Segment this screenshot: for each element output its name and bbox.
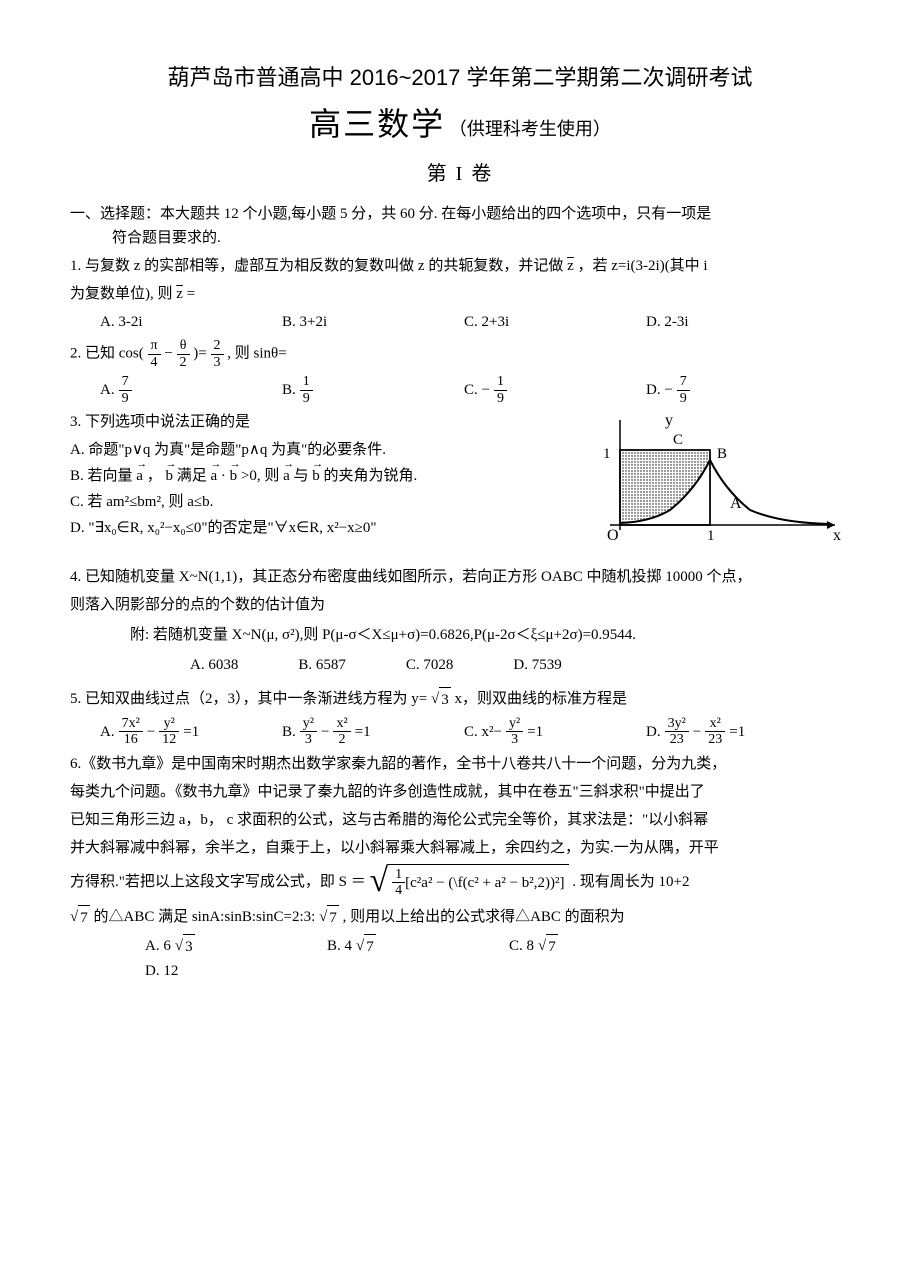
q4-options: A. 6038 B. 6587 C. 7028 D. 7539 xyxy=(190,653,850,677)
q1-zbar: z xyxy=(567,258,574,274)
q2-frac2: θ2 xyxy=(177,338,190,370)
q3-opt-d: D. "∃x₀∈R, x₀²−x₀≤0"的否定是"∀x∈R, x²−x≥0" xyxy=(70,516,850,540)
question-2: 2. 已知 cos( π4 − θ2 )= 23 , 则 sinθ= A. 79… xyxy=(70,338,850,406)
q5-post: x，则双曲线的标准方程是 xyxy=(454,691,627,707)
q2-minus: − xyxy=(164,346,172,362)
q1-opt-d: D. 2-3i xyxy=(646,310,828,334)
q5-opt-d: D. 3y²23 − x²23 =1 xyxy=(646,716,828,748)
q1-stem-a: 1. 与复数 z 的实部相等，虚部互为相反数的复数叫做 z 的共轭复数，并记做 xyxy=(70,258,567,274)
q5-options: A. 7x²16 − y²12 =1 B. y²3 − x²2 =1 C. x²… xyxy=(100,716,850,748)
q5-opt-b: B. y²3 − x²2 =1 xyxy=(282,716,464,748)
subject-main: 高三数学 xyxy=(309,106,445,142)
section-a-line2: 符合题目要求的. xyxy=(70,230,221,246)
question-3: 3. 下列选项中说法正确的是 A. 命题"p∨q 为真"是命题"p∧q 为真"的… xyxy=(70,410,850,540)
q2-opt-a: A. 79 xyxy=(100,374,282,406)
q4-opt-c: C. 7028 xyxy=(406,653,454,677)
question-6: 6.《数书九章》是中国南宋时期杰出数学家秦九韶的著作，全书十八卷共八十一个问题，… xyxy=(70,752,850,983)
q4-opt-b: B. 6587 xyxy=(298,653,346,677)
q4-stem2: 则落入阴影部分的点的个数的估计值为 xyxy=(70,593,850,617)
q6-opt-c: C. 8 √7 xyxy=(509,934,691,959)
q4-opt-d: D. 7539 xyxy=(513,653,561,677)
q3-opt-b: B. 若向量 a ， b 满足 a · b >0, 则 a 与 b 的夹角为锐角… xyxy=(70,464,850,488)
q2-opt-b: B. 19 xyxy=(282,374,464,406)
q2-post: , 则 sinθ= xyxy=(227,346,286,362)
q4-addendum: 附: 若随机变量 X~N(μ, σ²),则 P(μ-σ＜X≤μ+σ)=0.682… xyxy=(130,623,850,647)
q4-opt-a: A. 6038 xyxy=(190,653,238,677)
q3-opt-a: A. 命题"p∨q 为真"是命题"p∧q 为真"的必要条件. xyxy=(70,438,850,462)
q1-stem-b: ，若 z=i(3-2i)(其中 i xyxy=(578,258,708,274)
q1-opt-b: B. 3+2i xyxy=(282,310,464,334)
subject-line: 高三数学 （供理科考生使用） xyxy=(70,99,850,150)
q1-eq: = xyxy=(187,286,195,302)
question-1: 1. 与复数 z 的实部相等，虚部互为相反数的复数叫做 z 的共轭复数，并记做 … xyxy=(70,254,850,334)
q3-opt-c: C. 若 am²≤bm², 则 a≤b. xyxy=(70,490,850,514)
subject-sub: （供理科考生使用） xyxy=(449,119,611,139)
part-label: 第 I 卷 xyxy=(70,158,850,190)
section-a-heading: 一、选择题：本大题共 12 个小题,每小题 5 分，共 60 分. 在每小题给出… xyxy=(70,202,850,250)
q1-zbar2: z xyxy=(176,286,183,302)
q6-p6: √7 的△ABC 满足 sinA:sinB:sinC=2:3: √7 , 则用以… xyxy=(70,905,850,930)
question-4: 4. 已知随机变量 X~N(1,1)，其正态分布密度曲线如图所示，若向正方形 O… xyxy=(70,565,850,677)
q2-frac1: π4 xyxy=(148,338,161,370)
q6-opt-a: A. 6 √3 xyxy=(145,934,327,959)
q6-p1: 6.《数书九章》是中国南宋时期杰出数学家秦九韶的著作，全书十八卷共八十一个问题，… xyxy=(70,752,850,776)
q2-opt-d: D. − 79 xyxy=(646,374,828,406)
q2-pre: 2. 已知 cos( xyxy=(70,346,144,362)
question-5: 5. 已知双曲线过点（2，3），其中一条渐进线方程为 y= √3 x，则双曲线的… xyxy=(70,687,850,748)
q6-formula-sqrt: √ 14 [c²a² − (\f(c² + a² − b²,2))²] xyxy=(369,864,568,901)
q2-options: A. 79 B. 19 C. − 19 D. − 79 xyxy=(100,374,850,406)
q1-options: A. 3-2i B. 3+2i C. 2+3i D. 2-3i xyxy=(100,310,850,334)
q4-stem: 4. 已知随机变量 X~N(1,1)，其正态分布密度曲线如图所示，若向正方形 O… xyxy=(70,565,850,589)
q5-pre: 5. 已知双曲线过点（2，3），其中一条渐进线方程为 y= xyxy=(70,691,427,707)
q6-p5: 方得积."若把以上这段文字写成公式，即 S ＝ √ 14 [c²a² − (\f… xyxy=(70,864,850,901)
q1-opt-c: C. 2+3i xyxy=(464,310,646,334)
q2-opt-c: C. − 19 xyxy=(464,374,646,406)
q6-options: A. 6 √3 B. 4 √7 C. 8 √7 D. 12 xyxy=(145,934,850,983)
q5-opt-a: A. 7x²16 − y²12 =1 xyxy=(100,716,282,748)
q6-opt-d: D. 12 xyxy=(145,959,327,983)
q2-mid: )= xyxy=(193,346,206,362)
q3-stem: 3. 下列选项中说法正确的是 xyxy=(70,410,850,434)
section-a-line1: 一、选择题：本大题共 12 个小题,每小题 5 分，共 60 分. 在每小题给出… xyxy=(70,206,711,222)
q6-p4: 并大斜幂减中斜幂，余半之，自乘于上，以小斜幂乘大斜幂减上，余四约之，为实.一为从… xyxy=(70,836,850,860)
q2-frac3: 23 xyxy=(211,338,224,370)
q6-opt-b: B. 4 √7 xyxy=(327,934,509,959)
q1-opt-a: A. 3-2i xyxy=(100,310,282,334)
q6-p2: 每类九个问题。《数书九章》中记录了秦九韶的许多创造性成就，其中在卷五"三斜求积"… xyxy=(70,780,850,804)
exam-title: 葫芦岛市普通高中 2016~2017 学年第二学期第二次调研考试 xyxy=(70,60,850,95)
q5-opt-c: C. x²− y²3 =1 xyxy=(464,716,646,748)
q1-stem-c: 为复数单位), 则 xyxy=(70,286,176,302)
q6-p3: 已知三角形三边 a，b， c 求面积的公式，这与古希腊的海伦公式完全等价，其求法… xyxy=(70,808,850,832)
